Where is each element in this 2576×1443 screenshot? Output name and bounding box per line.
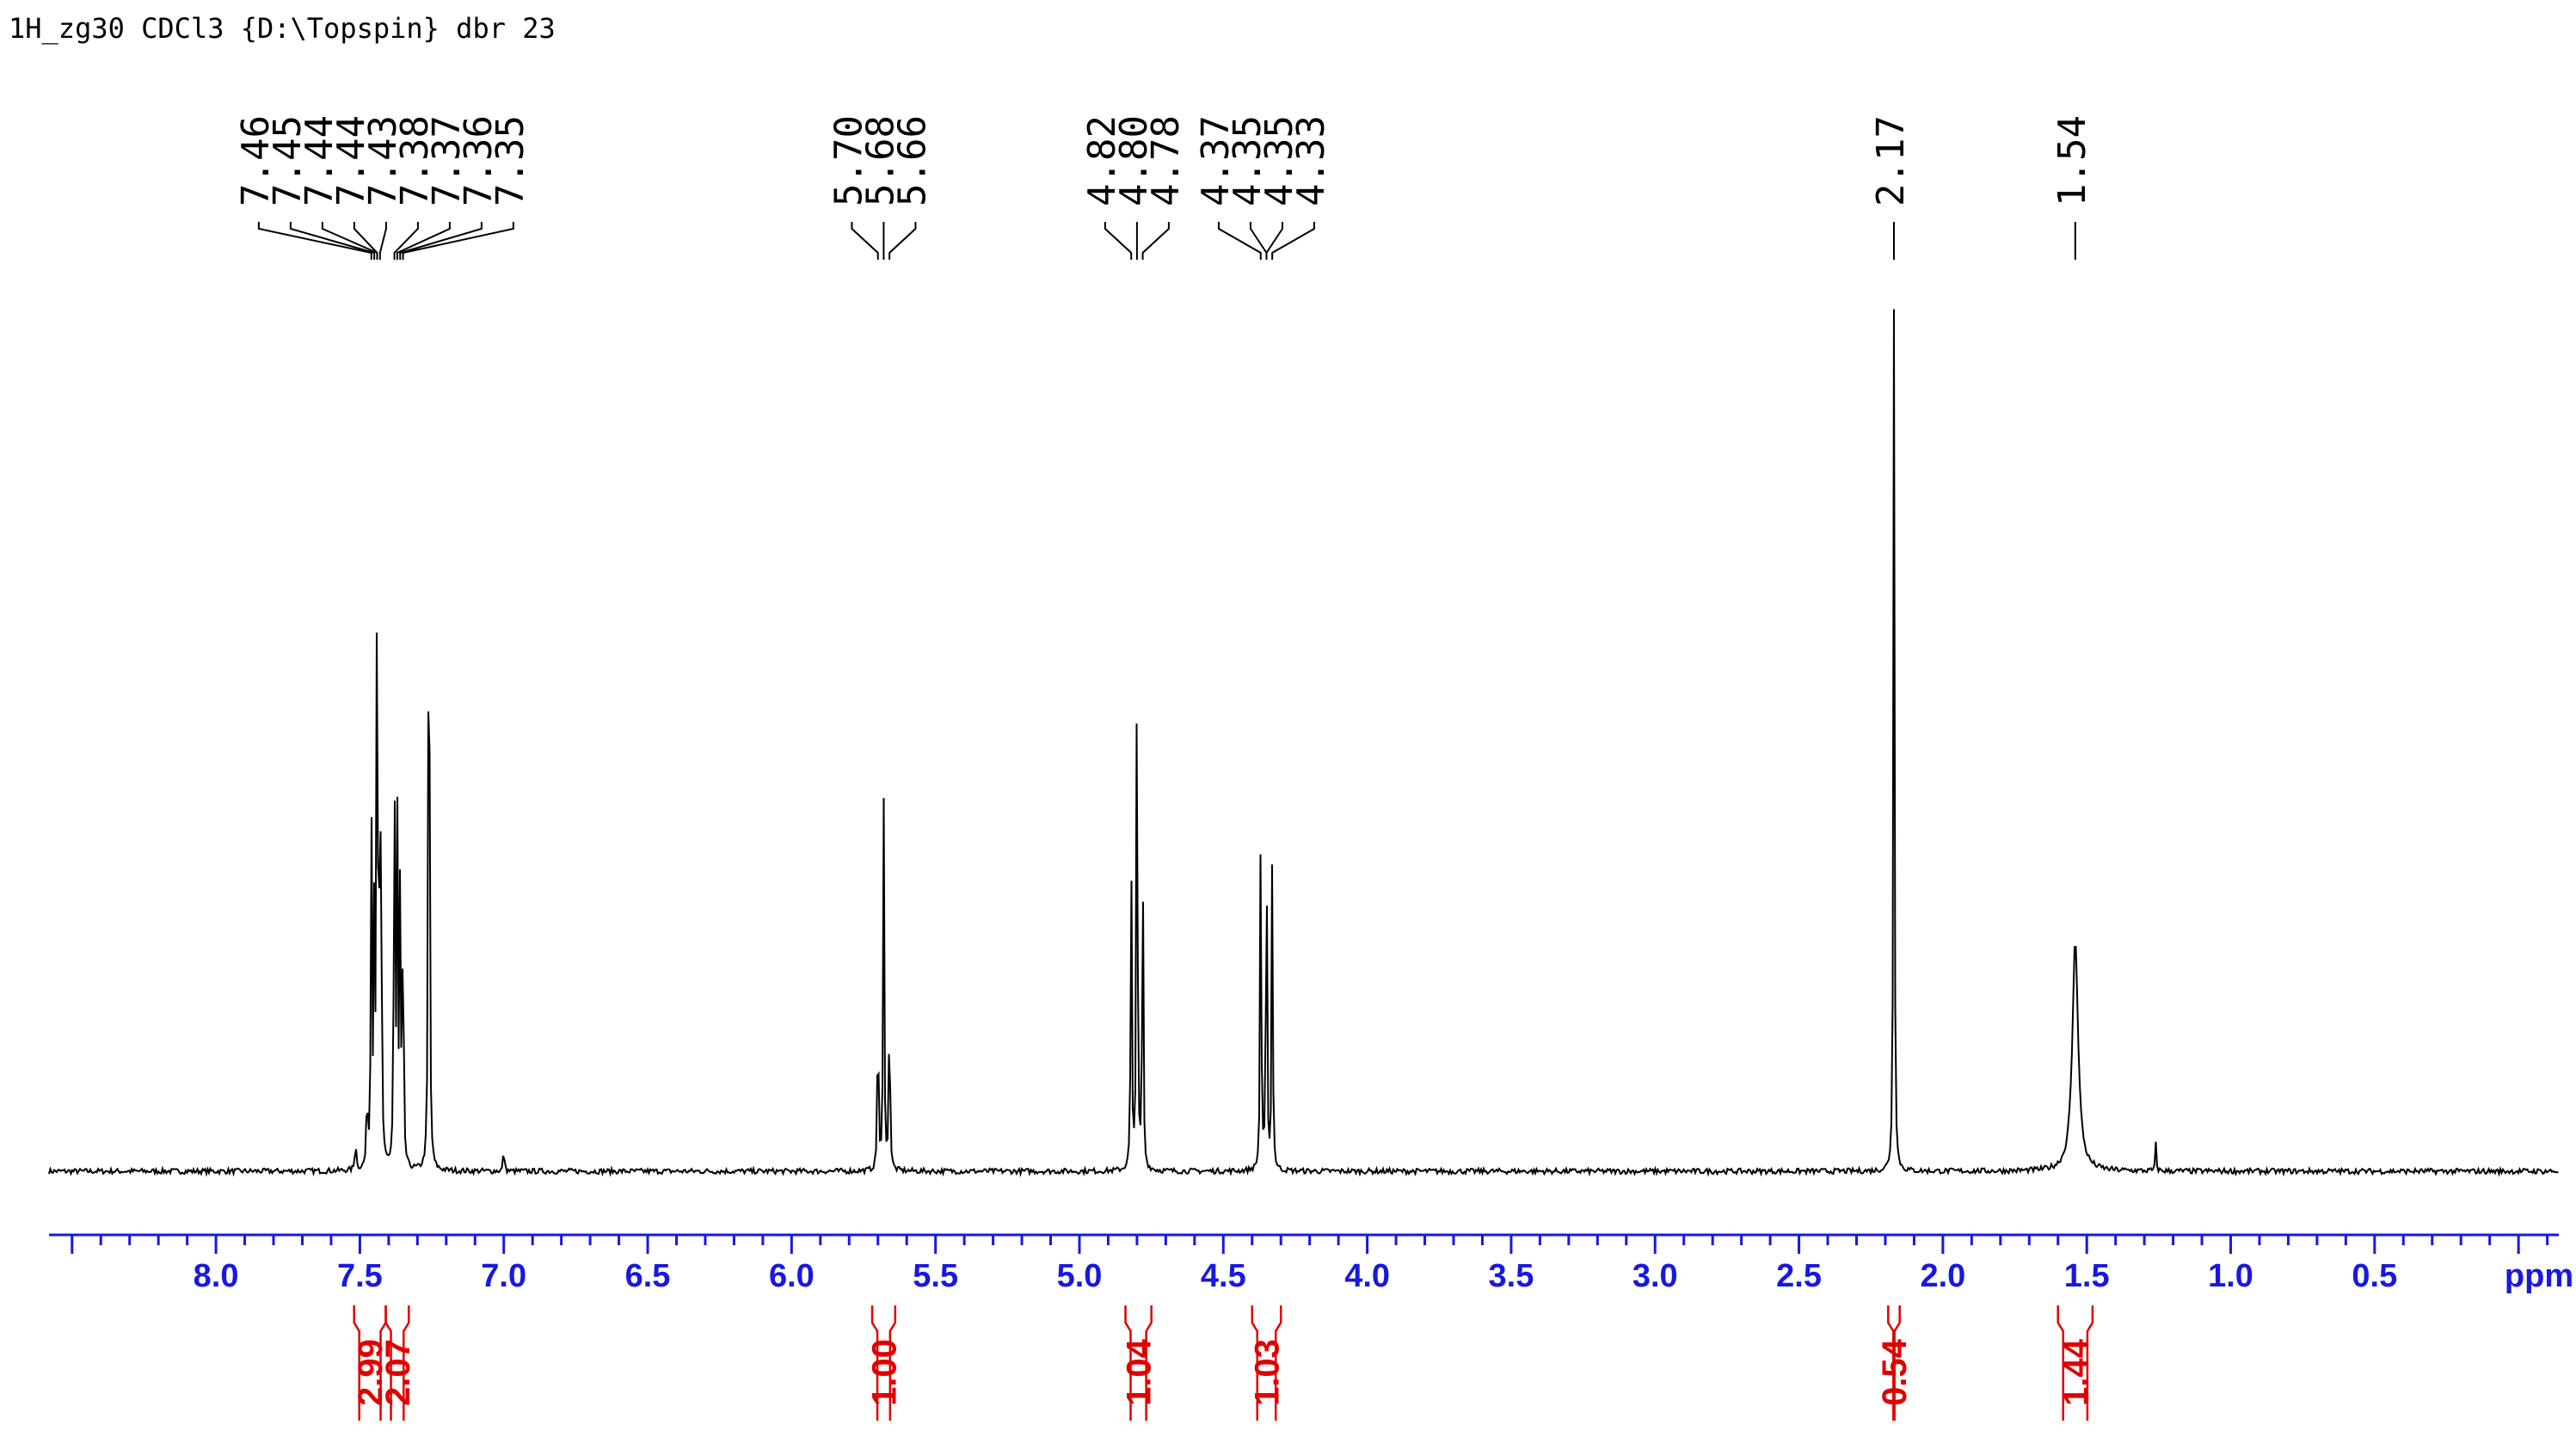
tick-label: 2.5 [1776,1258,1822,1294]
tick-label: 7.0 [481,1258,526,1294]
tick-label: 1.5 [2064,1258,2110,1294]
peak-label-connector [1217,222,1262,260]
peak-label-connector [396,222,451,260]
tick-label: 6.5 [625,1258,671,1294]
peak-label: 4.82 [1080,115,1124,206]
peak-label-connector [399,222,483,260]
peak-label: 4.33 [1289,115,1333,206]
integral-value: 2.99 [352,1339,390,1406]
tick-label: 3.0 [1632,1258,1678,1294]
peak-label: 7.35 [489,115,532,206]
peak-label: 7.36 [457,115,501,206]
tick-label: 2.0 [1920,1258,1965,1294]
integral-bracket-right [1274,1305,1282,1421]
peak-label-connector [1265,222,1283,260]
peak-label: 4.37 [1194,115,1238,206]
integral-bracket-left [2056,1305,2064,1421]
ppm-axis: 8.0 7.5 7.0 6.5 6.0 5.5 5.0 4.5 4.0 3.5 3.0 2.5 2.0 1… [49,1233,2573,1294]
spectrum-line [48,309,2559,1177]
peak-label-connector [378,222,387,260]
peak-label: 7.46 [234,115,278,206]
peak-label-connector [1271,222,1315,260]
peak-label-connector [851,222,879,260]
integral-value: 1.04 [1121,1338,1159,1406]
tick-label: 5.5 [913,1258,958,1294]
integral-bracket-right [888,1305,897,1421]
integral-value: 1.03 [1248,1339,1286,1406]
peak-label: 4.78 [1144,115,1188,206]
tick-label: 7.5 [337,1258,383,1294]
axis-unit-label: ppm [2505,1258,2573,1294]
peak-label: 1.54 [2050,115,2094,206]
integral-value: 0.54 [1876,1338,1914,1406]
integral-bracket-right [2086,1305,2094,1421]
peak-label: 4.35 [1226,115,1270,206]
tick-label: 4.5 [1201,1258,1246,1294]
integral-bracket-left [1124,1305,1132,1421]
peak-label: 5.70 [827,115,870,206]
peak-label-connector [257,222,372,260]
integral-bracket-left [384,1305,392,1421]
peak-label-connector [1249,222,1268,260]
integral-bracket-left [1887,1305,1895,1421]
peak-label-group: 7.467.457.447.447.437.387.377.367.35 5.70… [234,115,2094,260]
spectrum-plot-area [48,309,2559,1177]
tick-label: 0.5 [2352,1258,2397,1294]
integral-bracket-right [403,1305,410,1421]
integral-value: 1.00 [865,1339,903,1406]
peak-label: 7.43 [361,115,405,206]
peak-label-connector [1141,222,1170,260]
peak-label-connector [353,222,378,260]
tick-label: 3.5 [1489,1258,1534,1294]
tick-label: 6.0 [769,1258,815,1294]
tick-label: 8.0 [194,1258,239,1294]
integral-value: 2.07 [379,1339,417,1406]
integral-bracket-left [870,1305,879,1421]
integral-group: 2.992.07 1.00 1.04 1.03 0.54 1.44 [352,1305,2095,1421]
tick-label: 4.0 [1344,1258,1390,1294]
peak-label: 7.45 [266,115,310,206]
peak-label: 7.38 [393,115,437,206]
peak-label-connector [289,222,376,260]
peak-label: 7.37 [425,115,469,206]
integral-bracket-left [1251,1305,1259,1421]
peak-label: 7.44 [329,115,373,206]
peak-label: 7.44 [298,115,341,206]
integral-bracket-left [353,1305,360,1421]
peak-label: 2.17 [1869,115,1913,206]
tick-label: 1.0 [2208,1258,2253,1294]
integral-bracket-right [1893,1305,1901,1421]
spectrum-title: 1H_zg30 CDCl3 {D:\Topspin} dbr 23 [9,12,556,45]
peak-label-connector [402,222,514,260]
peak-label: 5.68 [858,115,902,206]
tick-label: 5.0 [1057,1258,1103,1294]
peak-label: 5.66 [890,115,934,206]
peak-label: 4.80 [1112,115,1156,206]
peak-label-connector [888,222,917,260]
integral-bracket-right [1145,1305,1153,1421]
peak-label-connector [1104,222,1133,260]
integral-value: 1.44 [2057,1338,2095,1406]
peak-label-connector [393,222,419,260]
peak-label: 4.35 [1257,115,1301,206]
